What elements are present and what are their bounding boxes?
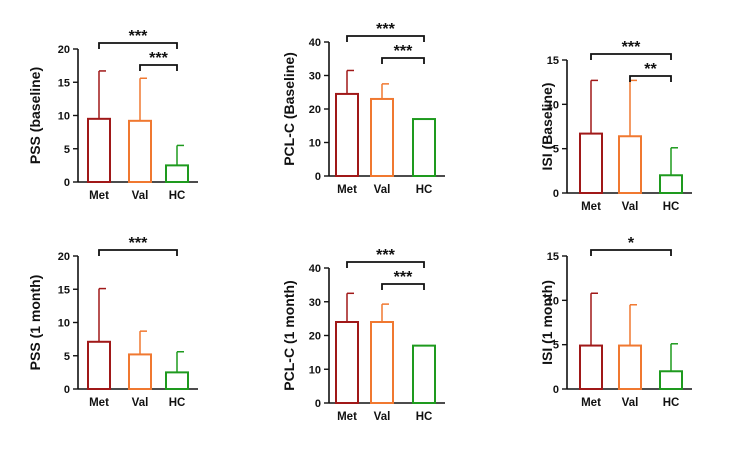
bar-hc (659, 174, 683, 194)
bar-hc (165, 164, 189, 183)
category-label-val: Val (622, 397, 639, 409)
y-tick-label: 5 (64, 351, 70, 363)
category-label-hc: HC (416, 411, 433, 423)
category-label-met: Met (89, 190, 109, 202)
significance-label: ** (644, 61, 657, 78)
chart-pclc-baseline: 0 10 20 30 40 PCL-C (Baseline) Met Val HC *** *** (281, 21, 445, 196)
category-label-hc: HC (169, 190, 186, 202)
y-tick-label: 20 (58, 44, 70, 56)
bar-met (335, 321, 359, 404)
chart-pclc-1month: 0 10 20 30 40 PCL-C (1 month) Met Val HC *** *** (281, 247, 445, 423)
y-axis-title: ISI (Baseline) (539, 83, 555, 171)
y-tick-label: 0 (553, 188, 559, 200)
y-tick-label: 30 (309, 297, 321, 309)
y-tick-label: 0 (553, 384, 559, 396)
y-tick-label: 30 (309, 71, 321, 83)
significance-bracket (98, 249, 178, 256)
y-tick-label: 0 (64, 177, 70, 189)
category-label-hc: HC (169, 397, 186, 409)
y-tick-label: 20 (58, 251, 70, 263)
chart-pss-baseline: 0 5 10 15 20 PSS (baseline) Met Val HC ****** (27, 28, 198, 202)
category-label-met: Met (337, 411, 357, 423)
y-axis-title: PSS (baseline) (27, 67, 43, 164)
category-label-val: Val (622, 201, 639, 213)
category-label-val: Val (374, 184, 391, 196)
bar-met (579, 132, 603, 195)
bar-met (87, 340, 111, 391)
category-label-hc: HC (663, 201, 680, 213)
significance-label: *** (394, 43, 413, 60)
y-axis-title: PCL-C (1 month) (281, 280, 297, 390)
y-tick-label: 10 (547, 99, 559, 111)
y-tick-label: 20 (309, 104, 321, 116)
y-tick-label: 15 (547, 55, 559, 67)
significance-label: * (628, 235, 635, 252)
category-label-val: Val (374, 411, 391, 423)
bar-val (370, 97, 394, 177)
category-label-val: Val (132, 190, 149, 202)
chart-isi-1month: 0 5 10 15 ISI (1 month) Met Val HC * (539, 235, 692, 409)
bar-val (618, 344, 642, 391)
significance-label: *** (149, 50, 168, 67)
bar-val (128, 119, 152, 183)
y-tick-label: 15 (58, 77, 70, 89)
y-axis-title: PSS (1 month) (27, 275, 43, 371)
y-tick-label: 5 (64, 144, 70, 156)
bar-hc (659, 370, 683, 390)
y-tick-label: 40 (309, 263, 321, 275)
bar-met (335, 92, 359, 177)
y-tick-label: 40 (309, 37, 321, 49)
y-tick-label: 5 (553, 340, 559, 352)
significance-bracket (139, 64, 178, 71)
significance-bracket (590, 53, 672, 60)
significance-bracket (381, 283, 425, 290)
y-tick-label: 15 (58, 284, 70, 296)
category-label-met: Met (581, 201, 601, 213)
bar-hc (165, 371, 189, 390)
chart-pss-1month: 0 5 10 15 20 PSS (1 month) Met Val HC *** (27, 235, 198, 409)
y-tick-label: 0 (64, 384, 70, 396)
category-label-hc: HC (416, 184, 433, 196)
significance-label: *** (376, 247, 395, 264)
y-tick-label: 10 (58, 111, 70, 123)
bar-hc (412, 118, 436, 178)
y-tick-label: 10 (58, 318, 70, 330)
y-tick-label: 5 (553, 144, 559, 156)
y-tick-label: 20 (309, 331, 321, 343)
bar-met (579, 344, 603, 391)
y-tick-label: 10 (547, 295, 559, 307)
significance-bracket (346, 35, 425, 42)
significance-bracket (629, 75, 672, 82)
significance-bracket (346, 261, 425, 268)
bar-met (87, 117, 111, 183)
category-label-val: Val (132, 397, 149, 409)
y-tick-label: 10 (309, 364, 321, 376)
category-label-met: Met (337, 184, 357, 196)
y-tick-label: 0 (315, 171, 321, 183)
significance-label: *** (394, 269, 413, 286)
bar-val (370, 321, 394, 404)
significance-bracket (590, 249, 672, 256)
y-axis-title: ISI (1 month) (539, 280, 555, 365)
y-axis-title: PCL-C (Baseline) (281, 52, 297, 166)
significance-label: *** (622, 39, 641, 56)
bar-val (618, 135, 642, 194)
bar-val (128, 353, 152, 391)
category-label-met: Met (89, 397, 109, 409)
y-tick-label: 15 (547, 251, 559, 263)
category-label-hc: HC (663, 397, 680, 409)
category-label-met: Met (581, 397, 601, 409)
bar-hc (412, 344, 436, 404)
y-tick-label: 0 (315, 398, 321, 410)
significance-label: *** (129, 235, 148, 252)
significance-bracket (98, 42, 178, 49)
significance-label: *** (129, 28, 148, 45)
chart-isi-baseline: 0 5 10 15 ISI (Baseline) Met Val HC ***** (539, 39, 692, 213)
significance-label: *** (376, 21, 395, 38)
significance-bracket (381, 57, 425, 64)
y-tick-label: 10 (309, 138, 321, 150)
